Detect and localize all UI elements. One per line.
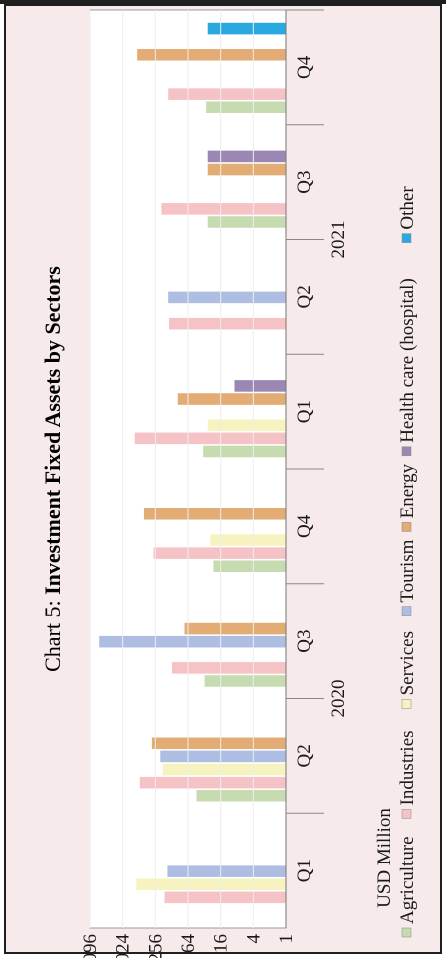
y-tick-label: 64: [178, 934, 199, 954]
bar: [139, 776, 287, 789]
bar: [143, 507, 287, 521]
legend-label: Energy: [397, 463, 418, 518]
quarter-label: Q1: [294, 400, 315, 423]
bar: [98, 635, 287, 648]
legend-item: Energy: [397, 463, 418, 532]
bar: [136, 48, 287, 62]
bar: [196, 789, 287, 803]
legend-swatch: [401, 927, 412, 938]
legend-swatch: [401, 606, 412, 616]
bar: [207, 418, 287, 432]
legend-swatch: [401, 522, 412, 532]
year-label: 2020: [328, 680, 349, 718]
legend-label: Industries: [397, 730, 418, 805]
quarter-label: Q3: [294, 171, 315, 194]
chart-title: Chart 5: Investment Fixed Assets by Sect…: [40, 266, 65, 672]
legend-label: Services: [397, 631, 418, 695]
legend-item: Agriculture: [397, 836, 418, 938]
legend-item: Tourism: [397, 539, 418, 616]
legend-label: Health care (hospital): [397, 278, 418, 443]
quarter-label: Q4: [294, 55, 315, 79]
bar: [162, 763, 287, 776]
bar: [166, 864, 287, 878]
bar: [134, 432, 287, 445]
quarter-label: Q1: [294, 859, 315, 882]
bar: [152, 546, 287, 560]
bar: [177, 392, 287, 406]
bar: [167, 87, 287, 101]
bar: [160, 202, 287, 216]
legend-label: Other: [397, 186, 418, 230]
top-rule: [0, 0, 446, 4]
legend-items: Agriculture Industries Services Tourism Ener…: [397, 186, 418, 938]
legend-swatch: [401, 699, 412, 709]
bar: [207, 150, 287, 163]
legend-label: Tourism: [397, 539, 418, 602]
legend-swatch: [401, 809, 412, 819]
quarter-label: Q2: [294, 285, 315, 308]
bar: [205, 100, 287, 114]
x-axis-labels: Q1 Q2 Q3 Q4 2020 Q1 Q2 Q3 Q4 2021: [286, 9, 349, 882]
y-tick-label: 256: [145, 934, 166, 958]
bar: [207, 22, 287, 35]
quarter-label: Q4: [294, 514, 315, 538]
legend-label: Agriculture: [397, 836, 418, 924]
title-prefix: Chart 5:: [40, 595, 65, 672]
y-tick-label: 4: [243, 934, 264, 944]
bar: [167, 291, 287, 304]
bar: [207, 163, 287, 176]
bar: [171, 661, 287, 675]
bar: [207, 215, 287, 229]
y-tick-label: 4096: [80, 934, 101, 958]
bars-group: [98, 22, 287, 904]
y-tick-label: 16: [211, 934, 232, 953]
bar: [184, 622, 287, 635]
legend-item: Health care (hospital): [397, 278, 418, 457]
title-bold: Investment Fixed Assets by Sectors: [40, 266, 65, 595]
legend-item: Services: [397, 631, 418, 709]
legend-item: Other: [397, 186, 418, 243]
y-tick-label: 1024: [113, 934, 134, 958]
bar: [209, 533, 287, 547]
legend-item: Industries: [397, 730, 418, 819]
bar: [164, 891, 287, 904]
legend-swatch: [401, 446, 412, 457]
bar: [202, 445, 287, 458]
legend: Agriculture Industries Services Tourism Ener…: [397, 186, 418, 938]
bar: [151, 737, 287, 750]
bar: [233, 379, 287, 393]
quarter-label: Q2: [294, 744, 315, 767]
bar: [135, 877, 287, 891]
bar: [204, 674, 287, 688]
y-axis-label: USD Million: [374, 808, 395, 908]
year-label: 2021: [328, 221, 349, 259]
bar: [159, 750, 287, 763]
legend-swatch: [401, 233, 412, 243]
quarter-label: Q3: [294, 630, 315, 653]
bar: [168, 317, 287, 330]
bar: [212, 559, 287, 573]
y-tick-label: 1: [276, 934, 297, 944]
